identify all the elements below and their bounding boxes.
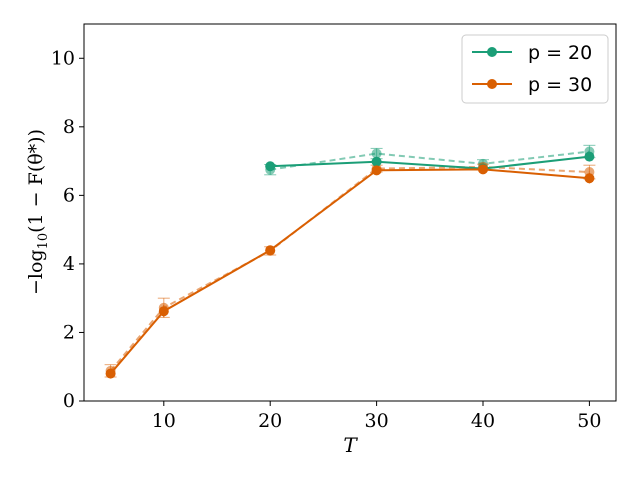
dashed-data-point: [371, 148, 382, 159]
data-point: [265, 161, 276, 172]
data-point: [105, 368, 116, 379]
legend-marker-p30: [487, 79, 497, 89]
solid-series-layer: [105, 151, 595, 379]
x-axis-ticks: 10 20 30 40 50: [152, 401, 601, 432]
data-point: [371, 156, 382, 167]
y-tick-label: 6: [63, 184, 75, 206]
data-point: [158, 306, 169, 317]
x-tick-label: 10: [152, 410, 176, 432]
y-tick-label: 2: [63, 321, 75, 343]
legend: p = 20 p = 30: [461, 34, 609, 104]
plot-frame: [83, 23, 617, 402]
legend-label-p30: p = 30: [528, 74, 592, 96]
y-axis-label-subscript: 10: [36, 233, 51, 250]
dashed-series-layer: [104, 144, 596, 378]
data-point: [265, 245, 276, 256]
legend-marker-p20: [487, 47, 497, 57]
series-line: [270, 155, 590, 170]
y-tick-label: 10: [51, 47, 75, 69]
x-axis-label: T: [343, 433, 358, 457]
legend-label-p20: p = 20: [528, 42, 592, 64]
y-axis-label-prefix: −log: [25, 249, 47, 295]
x-tick-label: 40: [471, 410, 495, 432]
y-axis-ticks: 0 2 4 6 8 10: [51, 47, 84, 412]
data-point: [371, 165, 382, 176]
y-axis-label: −log10(1 − F(θ*)): [25, 129, 51, 295]
dashed-series-line: [109, 165, 590, 372]
x-tick-label: 30: [365, 410, 389, 432]
y-tick-label: 0: [63, 390, 75, 412]
dashed-series-line: [270, 150, 590, 171]
data-point: [478, 164, 488, 175]
x-tick-label: 50: [577, 410, 601, 432]
y-tick-label: 8: [63, 116, 75, 138]
data-point: [584, 151, 595, 162]
y-tick-label: 4: [63, 253, 75, 275]
y-axis-label-suffix: (1 − F(θ*)): [25, 129, 47, 233]
data-point: [584, 173, 595, 184]
series-line: [109, 168, 590, 375]
x-tick-label: 20: [258, 410, 282, 432]
